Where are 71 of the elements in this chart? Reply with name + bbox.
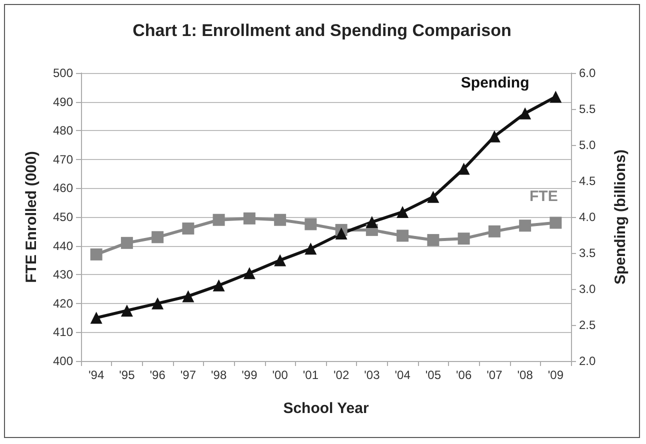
x-tick-label: '09 <box>548 368 564 382</box>
x-tick-label: '06 <box>456 368 472 382</box>
point <box>519 107 532 120</box>
point <box>182 290 194 302</box>
x-tick-label: '07 <box>486 368 503 382</box>
x-tick-label: '97 <box>180 368 196 382</box>
point <box>274 214 286 226</box>
point <box>182 222 194 235</box>
y-tick-label: 440 <box>52 238 74 253</box>
y2-tick-label: 2.5 <box>579 318 596 332</box>
point <box>90 312 102 324</box>
point <box>366 216 378 228</box>
y-tick-label: 480 <box>52 124 74 138</box>
y-tick-label: 410 <box>52 325 74 340</box>
x-tick-label: '99 <box>242 368 258 382</box>
point <box>120 236 133 249</box>
y2-tick-label: 2.0 <box>579 354 596 368</box>
point <box>396 230 409 242</box>
x-axis-title: School Year <box>283 400 369 417</box>
point <box>458 232 470 245</box>
point <box>396 206 409 218</box>
y-tick-label: 500 <box>52 66 74 80</box>
y2-tick-label: 3.5 <box>579 246 596 260</box>
x-tick-label: '00 <box>272 368 288 382</box>
point <box>427 190 440 203</box>
point <box>274 254 286 266</box>
series-label: FTE <box>530 188 558 205</box>
point <box>304 242 317 255</box>
point <box>550 216 562 229</box>
x-tick-label: '98 <box>210 368 227 382</box>
y-axis-title: FTE Enrolled (000) <box>23 151 40 283</box>
y-tick-label: 430 <box>52 268 74 282</box>
x-tick-label: '03 <box>364 368 380 382</box>
point <box>458 162 470 175</box>
y2-tick-label: 5.5 <box>579 102 596 116</box>
x-tick-label: '96 <box>150 368 166 382</box>
y2-axis-title: Spending (billions) <box>612 150 629 284</box>
point <box>304 218 317 230</box>
y2-tick-label: 5.0 <box>579 138 596 152</box>
point <box>519 220 532 232</box>
y-tick-label: 490 <box>52 94 74 109</box>
y2-tick-label: 6.0 <box>579 66 596 80</box>
point <box>90 248 102 260</box>
series-label: Spending <box>460 74 530 92</box>
point <box>243 267 256 280</box>
point <box>550 90 562 103</box>
y-tick-label: 420 <box>52 296 74 310</box>
y2-tick-label: 4.0 <box>579 210 596 224</box>
x-tick-label: '02 <box>333 368 350 382</box>
x-tick-label: '08 <box>517 368 534 382</box>
x-tick-label: '94 <box>88 368 104 382</box>
point <box>212 214 225 226</box>
point <box>427 234 440 246</box>
point <box>335 228 348 240</box>
x-tick-label: '01 <box>302 368 319 382</box>
point <box>152 231 164 244</box>
x-tick-label: '05 <box>425 368 442 382</box>
point <box>212 279 225 292</box>
y-tick-label: 400 <box>52 354 74 368</box>
y-tick-label: 470 <box>52 152 74 166</box>
y2-tick-label: 3.0 <box>579 282 596 296</box>
point <box>243 212 256 224</box>
point <box>152 297 164 310</box>
point <box>120 304 133 317</box>
chart-title: Chart 1: Enrollment and Spending Comparison <box>132 21 512 40</box>
point <box>488 225 500 238</box>
y2-tick-label: 4.5 <box>579 174 596 188</box>
y-tick-label: 460 <box>52 181 74 196</box>
x-tick-label: '04 <box>394 368 411 382</box>
y-tick-label: 450 <box>52 210 74 224</box>
x-tick-label: '95 <box>119 368 136 382</box>
